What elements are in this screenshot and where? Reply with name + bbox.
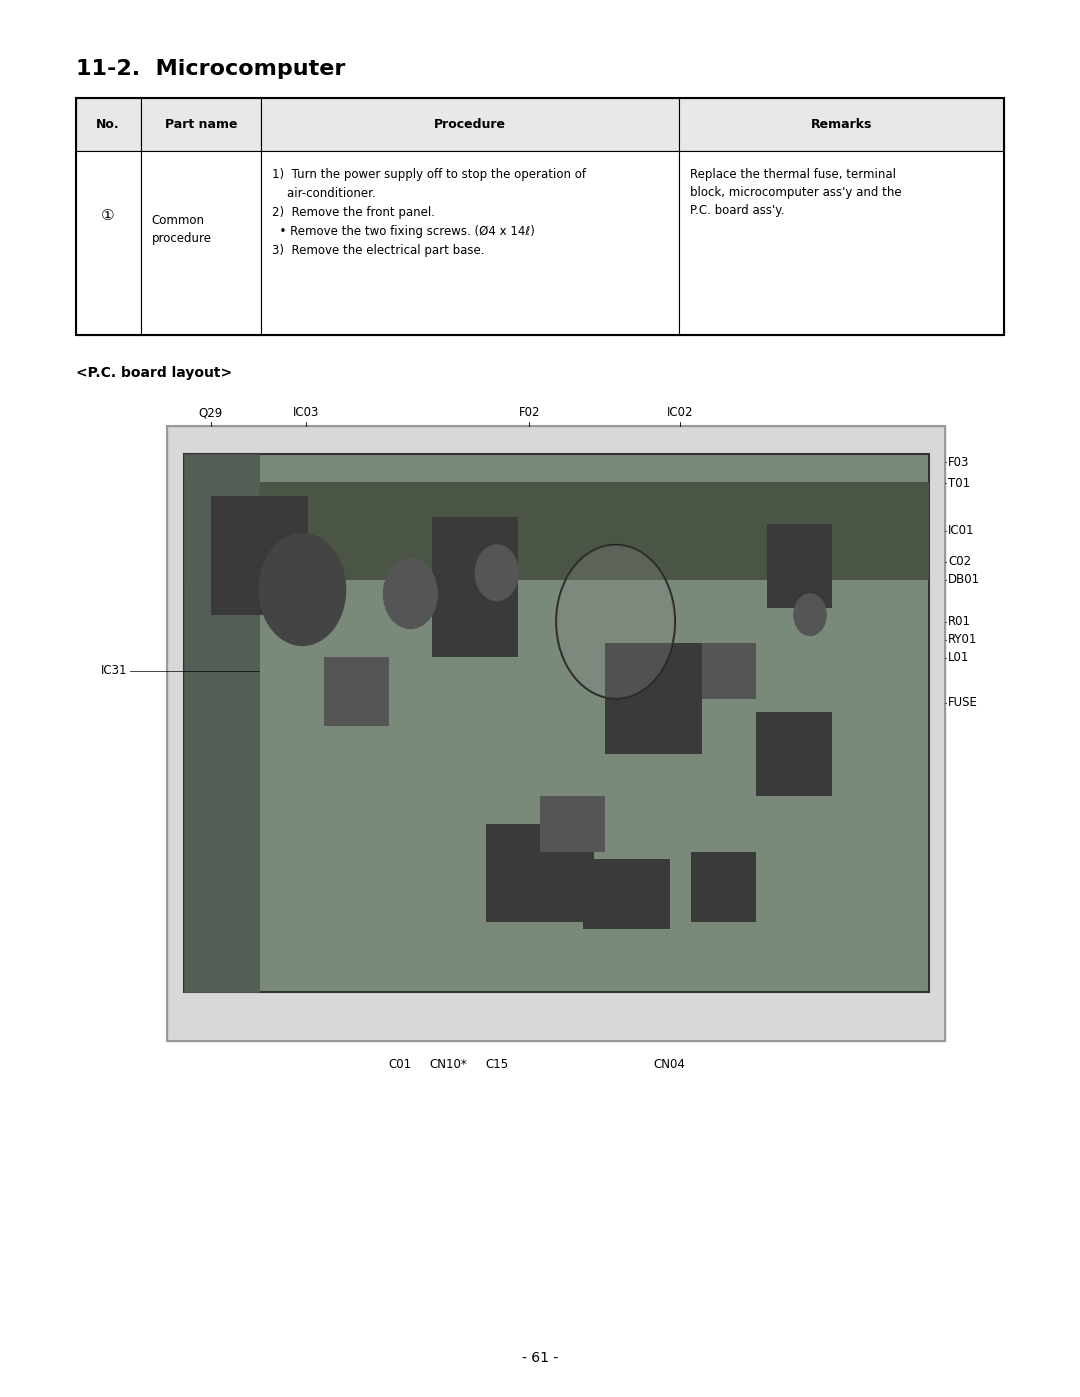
Bar xyxy=(184,482,929,580)
Text: Common
procedure: Common procedure xyxy=(151,214,212,244)
Text: Replace the thermal fuse, terminal
block, microcomputer ass'y and the
P.C. board: Replace the thermal fuse, terminal block… xyxy=(690,168,902,217)
Bar xyxy=(167,426,945,1041)
Bar xyxy=(76,98,140,151)
Text: FUSE: FUSE xyxy=(948,696,978,710)
Text: Procedure: Procedure xyxy=(434,117,507,131)
Text: No.: No. xyxy=(96,117,120,131)
Bar xyxy=(432,517,518,657)
Text: CN10*: CN10* xyxy=(430,1058,467,1070)
Bar xyxy=(167,426,945,1041)
Text: IC03: IC03 xyxy=(293,407,319,419)
Bar xyxy=(140,98,261,151)
Bar xyxy=(76,151,140,335)
Circle shape xyxy=(556,545,675,698)
Bar xyxy=(211,496,308,615)
Text: L01: L01 xyxy=(948,651,970,665)
Bar xyxy=(324,657,389,726)
Text: T01: T01 xyxy=(948,476,970,490)
Bar xyxy=(679,98,1004,151)
Text: ①: ① xyxy=(102,208,114,222)
Text: IC02: IC02 xyxy=(667,407,693,419)
Text: C15: C15 xyxy=(485,1058,509,1070)
Text: Part name: Part name xyxy=(165,117,238,131)
Bar xyxy=(486,824,594,922)
Bar xyxy=(261,151,679,335)
Text: <P.C. board layout>: <P.C. board layout> xyxy=(76,366,232,380)
Bar xyxy=(140,151,261,335)
Text: 11-2.  Microcomputer: 11-2. Microcomputer xyxy=(76,59,345,78)
Text: F02: F02 xyxy=(518,407,540,419)
Circle shape xyxy=(259,534,346,645)
Circle shape xyxy=(475,545,518,601)
Bar xyxy=(261,98,679,151)
Bar xyxy=(691,852,756,922)
Bar xyxy=(702,643,756,698)
Bar xyxy=(184,454,929,992)
Bar xyxy=(184,454,259,992)
Bar xyxy=(540,796,605,852)
Text: Remarks: Remarks xyxy=(811,117,873,131)
Bar xyxy=(605,643,702,754)
Bar xyxy=(583,859,670,929)
Text: C02: C02 xyxy=(948,555,971,569)
Circle shape xyxy=(383,559,437,629)
Bar xyxy=(756,712,832,796)
Text: R01: R01 xyxy=(948,615,971,629)
Text: F03: F03 xyxy=(948,455,970,469)
Bar xyxy=(679,151,1004,335)
Bar xyxy=(76,98,1004,335)
Text: CN04: CN04 xyxy=(653,1058,686,1070)
Text: - 61 -: - 61 - xyxy=(522,1351,558,1365)
Text: Q29: Q29 xyxy=(199,407,222,419)
Bar xyxy=(767,524,832,608)
Text: DB01: DB01 xyxy=(948,573,981,587)
Text: C01: C01 xyxy=(388,1058,411,1070)
Circle shape xyxy=(794,594,826,636)
Text: IC31: IC31 xyxy=(100,664,127,678)
Text: 1)  Turn the power supply off to stop the operation of
    air-conditioner.
2)  : 1) Turn the power supply off to stop the… xyxy=(272,168,586,257)
Text: RY01: RY01 xyxy=(948,633,977,647)
Text: IC01: IC01 xyxy=(948,524,975,538)
